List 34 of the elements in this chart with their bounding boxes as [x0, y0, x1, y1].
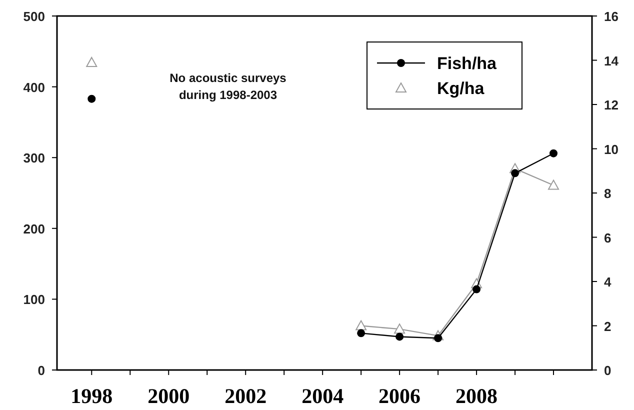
y-tick-label: 500 — [23, 9, 45, 24]
point — [356, 320, 367, 330]
y-tick-label: 0 — [38, 363, 45, 378]
y2-tick-label: 6 — [604, 230, 612, 246]
x-tick-label: 2000 — [148, 384, 190, 408]
point — [550, 149, 558, 158]
point — [396, 332, 404, 341]
point — [394, 324, 406, 334]
legend-label: Kg/ha — [437, 79, 485, 98]
y2-tick-label: 8 — [604, 186, 612, 201]
y-tick-label: 400 — [23, 80, 45, 95]
y-tick-label: 300 — [23, 150, 45, 166]
y-tick-label: 200 — [23, 221, 45, 236]
y2-tick-label: 0 — [604, 363, 612, 378]
y-tick-label: 100 — [23, 292, 45, 308]
x-tick-label: 2004 — [302, 384, 344, 408]
y2-tick-label: 2 — [604, 318, 612, 334]
y2-tick-label: 10 — [604, 142, 618, 157]
legend-label: Fish/ha — [437, 54, 498, 73]
y2-tick-label: 12 — [604, 98, 618, 112]
y2-tick-label: 14 — [604, 53, 620, 68]
point — [472, 285, 481, 294]
x-tick-label: 1998 — [70, 384, 113, 408]
y2-tick-label: 4 — [604, 274, 612, 290]
annotation: No acoustic surveys during 1998-2003 — [170, 71, 287, 102]
x-tick-label: 2008 — [456, 384, 498, 408]
x-tick-label: 2002 — [224, 384, 267, 408]
x-tick-label: 2006 — [378, 384, 421, 408]
point — [548, 180, 560, 190]
point — [511, 169, 520, 178]
point — [357, 329, 366, 338]
point — [88, 94, 96, 103]
y2-tick-label: 16 — [604, 9, 618, 24]
point — [86, 56, 98, 67]
